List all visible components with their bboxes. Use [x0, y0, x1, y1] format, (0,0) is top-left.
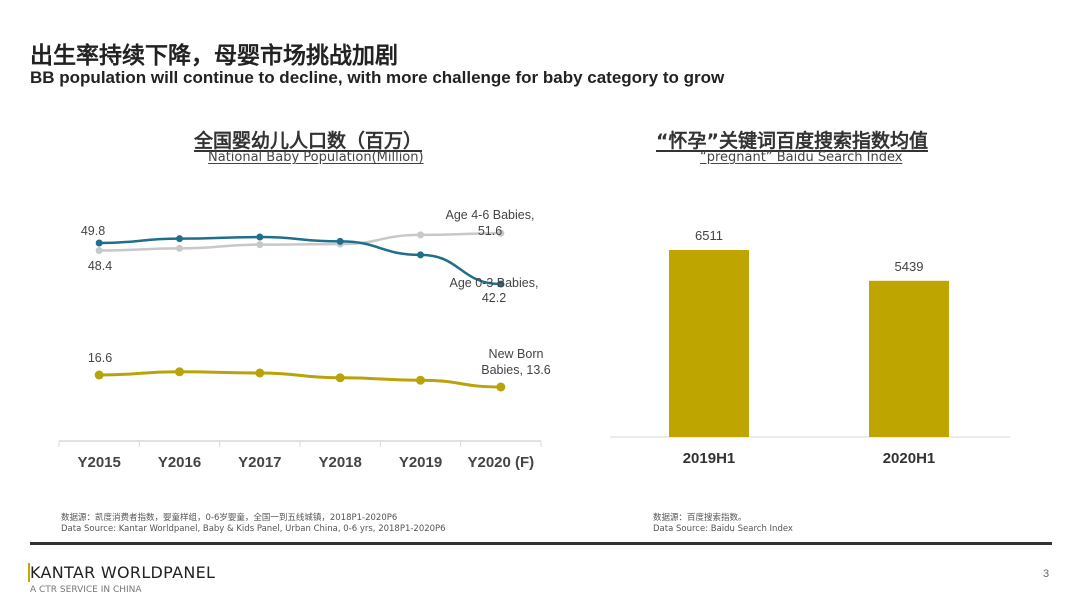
data-point-age-0-3-babies	[417, 251, 424, 259]
data-point-age-0-3-babies	[256, 233, 264, 241]
bar-2020h1	[869, 280, 949, 437]
x-tick-label: Y2018	[318, 454, 361, 471]
data-point-age-4-6-babies	[256, 241, 264, 249]
x-tick-label: Y2016	[158, 454, 201, 471]
source-note-left: 数据源：凯度消费者指数，婴童样组，0-6岁婴童，全国一到五线城镇，2018P1-…	[61, 513, 446, 535]
page-title-cn: 出生率持续下降，母婴市场挑战加剧	[30, 43, 398, 69]
source-right-en: Data Source: Baidu Search Index	[653, 524, 793, 534]
source-left-en: Data Source: Kantar Worldpanel, Baby & K…	[61, 524, 446, 534]
data-label-age-4-6-name: Age 4-6 Babies,	[446, 208, 535, 222]
bar-2019h1	[669, 250, 749, 437]
brand-logo: KANTAR WORLDPANEL	[28, 563, 216, 582]
data-point-new-born-babies	[94, 370, 104, 380]
data-point-age-4-6-babies	[497, 229, 505, 237]
data-label-newborn-name: New Born	[489, 347, 544, 361]
data-label-age-4-6-last: 51.6	[478, 224, 502, 238]
series-line-age-0-3-babies	[99, 235, 501, 286]
data-point-new-born-babies	[335, 373, 345, 383]
x-tick-label: Y2017	[238, 454, 281, 471]
data-point-new-born-babies	[416, 375, 425, 385]
data-point-age-0-3-babies	[336, 237, 344, 245]
bar-chart-subtitle: “pregnant” Baidu Search Index	[700, 150, 903, 165]
bar-category-label: 2020H1	[883, 450, 936, 467]
x-tick-label: Y2020 (F)	[467, 454, 534, 471]
data-label-age-0-3-name: Age 0-3 Babies,	[450, 276, 539, 290]
data-label-newborn-last: Babies, 13.6	[481, 363, 551, 377]
page-number: 3	[1043, 568, 1050, 580]
data-point-age-4-6-babies	[95, 247, 103, 255]
line-chart-subtitle: National Baby Population(Million)	[208, 150, 424, 165]
brand-tagline: A CTR SERVICE IN CHINA	[30, 585, 142, 595]
bar-chart: 6511 5439 2019H1 2020H1	[610, 228, 1010, 467]
series-line-age-4-6-babies	[99, 232, 501, 252]
x-tick-label: Y2015	[77, 454, 120, 471]
line-chart-x-axis	[58, 440, 542, 447]
data-point-new-born-babies	[255, 368, 265, 378]
page-title-en: BB population will continue to decline, …	[30, 68, 725, 87]
x-tick-label: Y2019	[399, 454, 442, 471]
line-chart-title: 全国婴幼儿人口数（百万）	[194, 130, 423, 152]
bar-value-label: 5439	[895, 259, 924, 274]
source-left-cn: 数据源：凯度消费者指数，婴童样组，0-6岁婴童，全国一到五线城镇，2018P1-…	[61, 513, 398, 523]
data-point-age-4-6-babies	[417, 231, 424, 239]
bar-value-label: 6511	[695, 228, 723, 243]
footer-divider	[30, 542, 1052, 545]
data-point-age-0-3-babies	[95, 239, 103, 247]
data-point-new-born-babies	[496, 382, 506, 392]
brand-logo-initial: K	[28, 563, 41, 582]
bar-category-label: 2019H1	[683, 450, 736, 467]
brand-logo-text: ANTAR WORLDPANEL	[40, 563, 216, 582]
data-label-age-0-3-last: 42.2	[482, 291, 506, 305]
data-label-age-4-6-first: 48.4	[88, 259, 112, 273]
data-point-age-0-3-babies	[176, 235, 183, 243]
source-note-right: 数据源：百度搜索指数。 Data Source: Baidu Search In…	[653, 513, 793, 535]
source-right-cn: 数据源：百度搜索指数。	[653, 513, 747, 523]
bar-chart-title: “怀孕”关键词百度搜索指数均值	[656, 130, 928, 152]
data-point-age-4-6-babies	[176, 244, 183, 252]
data-point-new-born-babies	[175, 367, 184, 377]
data-label-age-0-3-first: 49.8	[81, 224, 105, 238]
series-line-new-born-babies	[99, 370, 501, 389]
data-point-age-0-3-babies	[497, 280, 505, 288]
line-chart: 49.8 Age 0-3 Babies,42.2 48.4 Age 4-6 Babie…	[58, 208, 551, 471]
data-label-newborn-first: 16.6	[88, 351, 112, 365]
